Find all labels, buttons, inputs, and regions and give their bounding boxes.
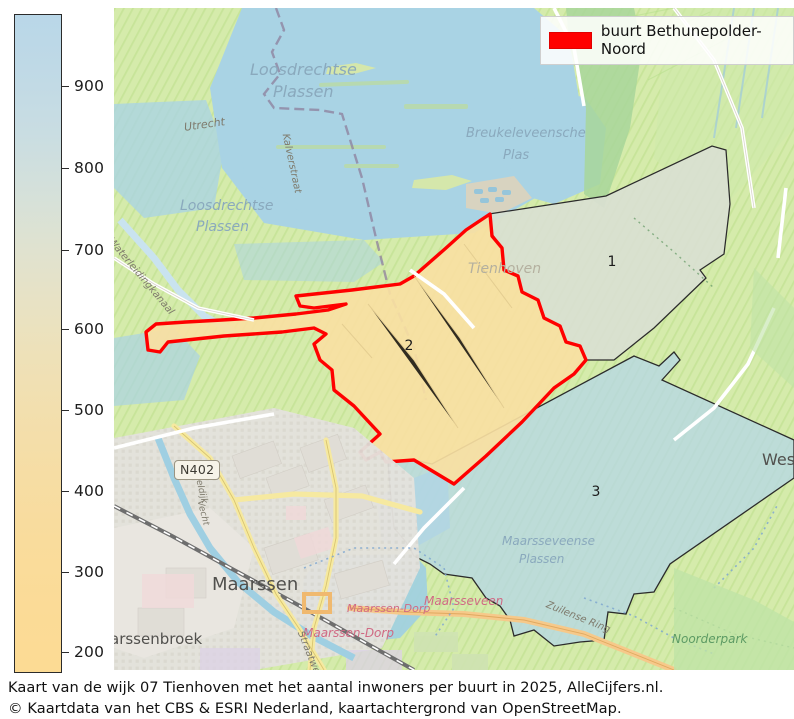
map-legend: buurt Bethunepolder-Noord [540, 16, 794, 65]
colorbar-tick [62, 250, 69, 251]
legend-label: buurt Bethunepolder-Noord [600, 22, 762, 58]
region-number-1: 1 [607, 254, 617, 270]
colorbar-tick-label: 600 [74, 320, 105, 338]
colorbar-tick [62, 491, 69, 492]
caption-line-1: Kaart van de wijk 07 Tienhoven met het a… [8, 679, 664, 696]
colorbar-tick [62, 572, 69, 573]
figure-caption: Kaart van de wijk 07 Tienhoven met het a… [8, 677, 794, 719]
colorbar-tick-label: 500 [74, 401, 105, 419]
colorbar-tick-label: 900 [74, 77, 105, 95]
colorbar-tick-label: 400 [74, 482, 105, 500]
legend-swatch-icon [549, 31, 592, 49]
colorbar-tick-label: 800 [74, 159, 105, 177]
colorbar-tick-label: 700 [74, 241, 105, 259]
caption-line-2: © Kaartdata van het CBS & ESRI Nederland… [8, 700, 622, 717]
colorbar-tick-label: 300 [74, 563, 105, 581]
map-canvas[interactable]: 1 2 3 Loosdrechtse Plassen Loosdrechtse … [114, 8, 794, 670]
colorbar-panel: 900 800 700 600 500 400 300 200 [0, 0, 114, 690]
colorbar-gradient [14, 14, 62, 673]
colorbar-tick [62, 652, 69, 653]
road-shield-n402: N402 [174, 460, 221, 480]
colorbar-tick [62, 410, 69, 411]
colorbar-tick-label: 200 [74, 643, 105, 661]
colorbar-tick [62, 86, 69, 87]
colorbar-tick [62, 329, 69, 330]
map-basemap [114, 8, 794, 670]
region-number-3: 3 [591, 484, 601, 500]
colorbar-tick [62, 168, 69, 169]
region-number-2: 2 [404, 338, 414, 354]
